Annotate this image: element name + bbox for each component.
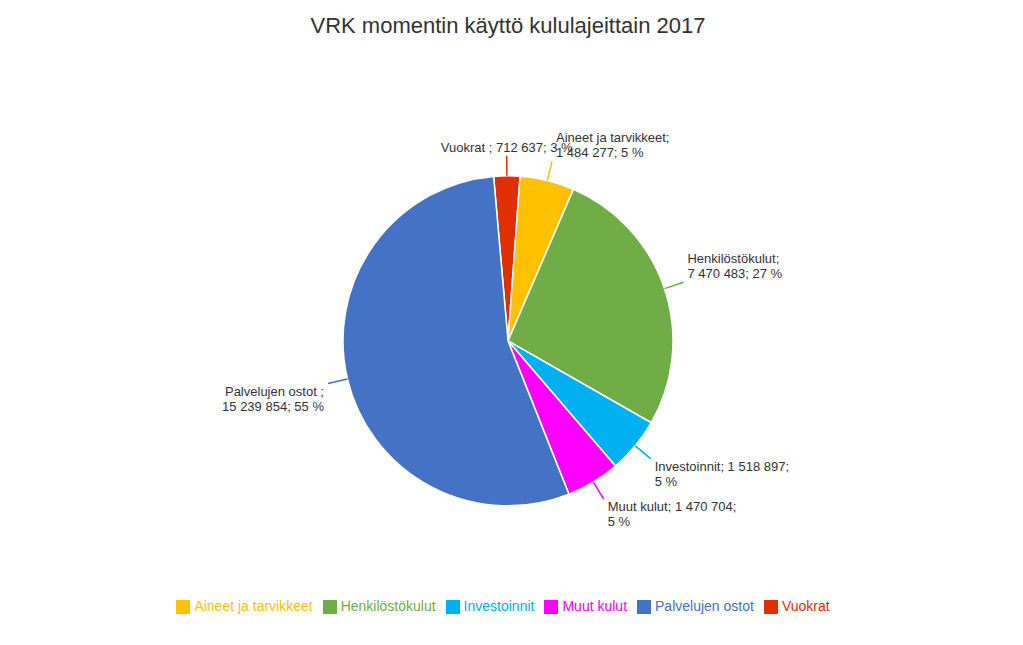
html-text:VRK momentin käyttö kululajeit: VRK momentin käyttö kululajeittain 2017 <box>310 13 706 38</box>
svg-text:Palvelujen ostot ;15 239 854;: Palvelujen ostot ;15 239 854; 55 % <box>222 384 324 414</box>
svg-text:Investoinnit; 1 518 897;5 %: Investoinnit; 1 518 897;5 % <box>655 459 789 489</box>
html-text:Investoinnit: Investoinnit <box>463 597 535 614</box>
svg-text:Vuokrat ; 712 637; 3 %: Vuokrat ; 712 637; 3 % <box>441 140 573 155</box>
html-text:Vuokrat: Vuokrat <box>781 597 830 614</box>
html-text:Palvelujen ostot: Palvelujen ostot <box>655 597 754 614</box>
svg-text:Henkilöstökulut;7 470 483; 27: Henkilöstökulut;7 470 483; 27 % <box>687 251 782 281</box>
html-text:Henkilöstökulut: Henkilöstökulut <box>340 597 436 614</box>
svg-text:Aineet ja tarvikkeet;1 484 277: Aineet ja tarvikkeet;1 484 277; 5 % <box>556 130 669 160</box>
html-text:Muut kulut: Muut kulut <box>562 597 627 614</box>
html-text:Aineet ja tarvikkeet: Aineet ja tarvikkeet <box>194 597 313 614</box>
svg-text:Muut kulut; 1 470 704;5 %: Muut kulut; 1 470 704;5 % <box>608 499 737 529</box>
